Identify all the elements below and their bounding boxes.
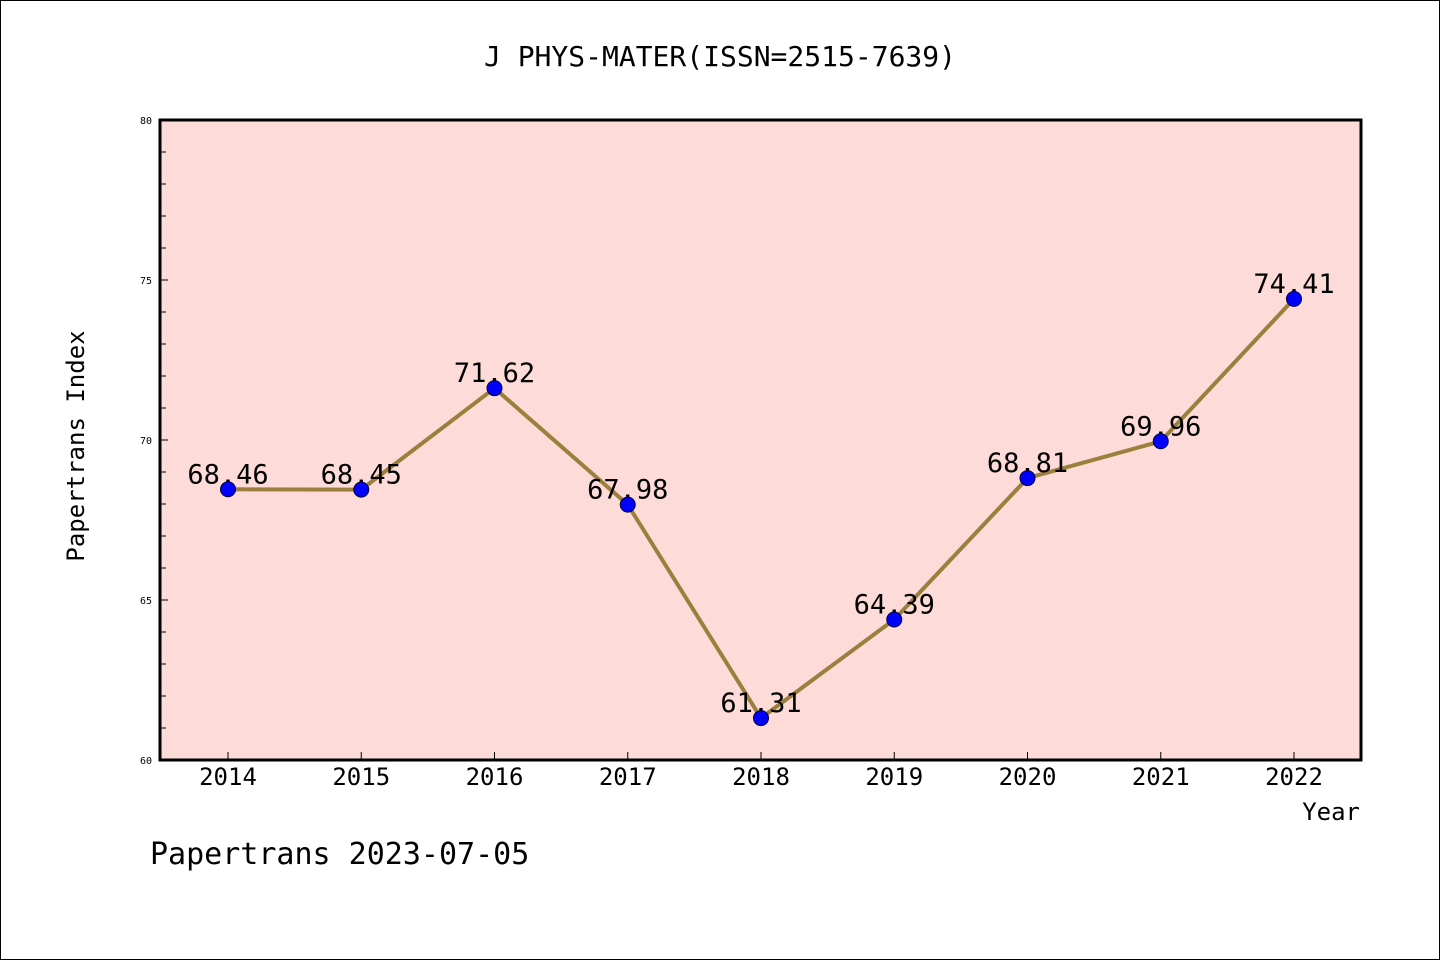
chart-title: J PHYS-MATER(ISSN=2515-7639): [484, 40, 956, 73]
y-axis-label: Papertrans Index: [62, 330, 90, 561]
x-tick-label: 2021: [1132, 763, 1190, 791]
y-tick-label: 75: [140, 276, 152, 287]
x-tick-label: 2018: [732, 763, 790, 791]
y-tick-label: 70: [140, 436, 152, 447]
data-point-marker: [886, 611, 903, 628]
data-point-marker: [619, 496, 636, 513]
y-tick-label: 60: [140, 756, 152, 767]
data-point-marker: [753, 710, 769, 727]
x-tick-label: 2020: [999, 763, 1057, 791]
data-point-marker: [353, 481, 370, 498]
x-tick-label: 2014: [199, 763, 257, 791]
data-point-marker: [1152, 433, 1169, 450]
data-point-marker: [486, 380, 503, 397]
x-tick-label: 2017: [599, 763, 657, 791]
data-point-marker: [220, 481, 236, 498]
footer-date-stamp: Papertrans 2023-07-05: [150, 837, 529, 872]
x-tick-label: 2019: [865, 763, 923, 791]
x-tick-label: 2016: [466, 763, 524, 791]
x-tick-label: 2022: [1265, 763, 1323, 791]
x-tick-label: 2015: [332, 763, 390, 791]
y-tick-label: 65: [140, 596, 152, 607]
data-point-marker: [1019, 470, 1036, 487]
x-axis: 2014 2015 2016 2017 2018 2019 2020 2021 2022: [199, 752, 1323, 791]
series-line-group: 68.46 68.4571.6267.9861.3164.3968.8169.96…: [187, 269, 1335, 727]
y-tick-label: 80: [140, 116, 152, 127]
data-point-marker: [1286, 290, 1302, 307]
y-axis: 60 65 70 75 80: [140, 116, 168, 767]
x-axis-label: Year: [1302, 798, 1360, 826]
